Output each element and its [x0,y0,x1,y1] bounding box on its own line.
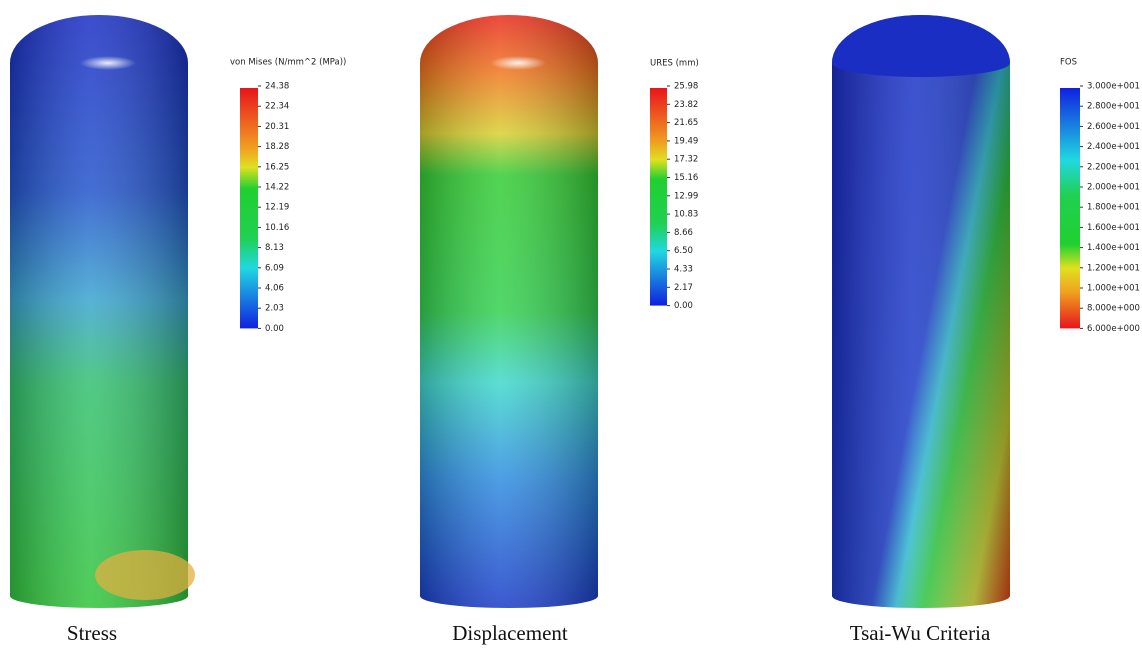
caption: Tsai-Wu Criteria [850,621,991,645]
legend-title: URES (mm) [650,59,699,69]
panel: von Mises (N/mm^2 (MPa)) 24.38 22.34 20.31 1… [10,15,346,645]
legend-tick-label: 6.50 [674,246,693,256]
color-bar [650,88,667,306]
highlight [80,56,136,70]
legend-tick-label: 2.17 [674,283,693,293]
color-bar [1060,88,1080,328]
legend-tick-label: 10.16 [265,223,289,233]
top-cap [832,15,1010,77]
figure: von Mises (N/mm^2 (MPa)) 24.38 22.34 20.31 1… [0,0,1142,653]
legend-tick-label: 20.31 [265,122,289,132]
legend-title: FOS [1060,58,1077,68]
caption: Displacement [452,621,568,645]
legend-tick-label: 8.66 [674,228,693,238]
cylinder-shade [832,15,1010,608]
legend-tick-label: 2.03 [265,304,284,314]
legend-tick-label: 6.000e+000 [1087,324,1140,334]
legend-tick-label: 21.65 [674,118,698,128]
legend-tick-label: 2.600e+001 [1087,122,1140,132]
legend-tick-label: 22.34 [265,102,289,112]
caption: Stress [67,621,117,645]
legend-tick-label: 25.98 [674,82,698,92]
panel: FOS 3.000e+001 2.800e+001 2.600e+001 2.400e+… [832,15,1140,645]
legend-tick-label: 1.000e+001 [1087,284,1140,294]
cylinder-shade [10,15,188,608]
legend-title: von Mises (N/mm^2 (MPa)) [230,58,346,68]
legend-tick-label: 0.00 [674,301,693,311]
legend-tick-label: 1.200e+001 [1087,263,1140,273]
legend-tick-label: 0.00 [265,324,284,334]
legend-tick-label: 1.800e+001 [1087,203,1140,213]
legend-tick-label: 8.13 [265,243,284,253]
legend-tick-label: 12.99 [674,191,698,201]
legend-tick-label: 14.22 [265,183,289,193]
legend-tick-label: 24.38 [265,82,289,92]
legend-tick-label: 23.82 [674,100,698,110]
legend-tick-label: 6.09 [265,263,284,273]
hot-spot [95,550,195,600]
legend-tick-label: 19.49 [674,136,698,146]
legend-tick-label: 15.16 [674,173,698,183]
legend-tick-label: 2.800e+001 [1087,102,1140,112]
legend-tick-label: 2.000e+001 [1087,183,1140,193]
color-bar [240,88,258,328]
legend-tick-label: 10.83 [674,210,698,220]
legend-tick-label: 4.06 [265,284,284,294]
legend-tick-label: 16.25 [265,162,289,172]
legend-tick-label: 4.33 [674,265,693,275]
legend-tick-label: 1.600e+001 [1087,223,1140,233]
legend-tick-label: 3.000e+001 [1087,82,1140,92]
cylinder-shade [420,15,598,608]
highlight [490,56,546,70]
legend-tick-label: 12.19 [265,203,289,213]
legend-tick-label: 1.400e+001 [1087,243,1140,253]
legend-tick-label: 2.200e+001 [1087,162,1140,172]
legend-tick-label: 17.32 [674,155,698,165]
panel: URES (mm) 25.98 23.82 21.65 19.49 17.32 15.16 1… [420,15,699,645]
legend-tick-label: 8.000e+000 [1087,304,1140,314]
legend-tick-label: 18.28 [265,142,289,152]
legend-tick-label: 2.400e+001 [1087,142,1140,152]
